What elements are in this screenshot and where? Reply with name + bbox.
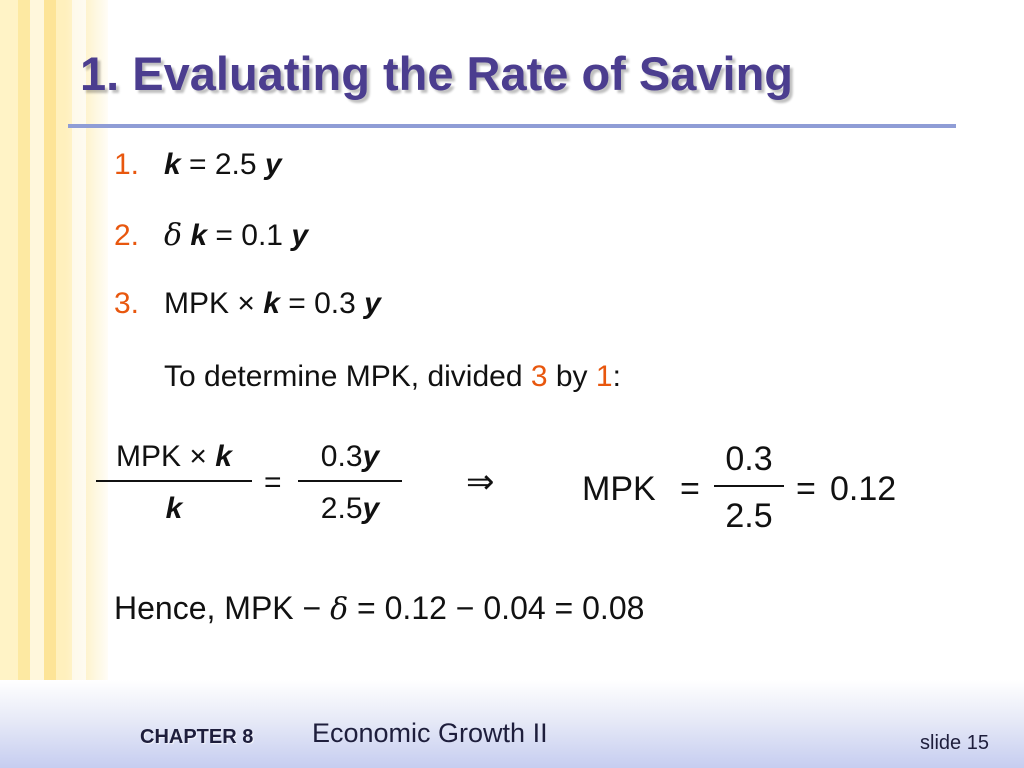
explanation-text: To determine MPK, divided 3 by 1:: [164, 360, 621, 393]
mpk-label: MPK: [582, 470, 656, 508]
var-k: k: [164, 148, 181, 181]
conclusion-text: Hence, MPK − δ = 0.12 − 0.04 = 0.08: [114, 590, 645, 627]
slide-title: 1. Evaluating the Rate of Saving: [80, 47, 793, 100]
var-k: k: [263, 287, 280, 320]
list-item-2: 2. δ k = 0.1 y: [114, 218, 308, 253]
fraction-result: 0.3 2.5: [714, 440, 784, 536]
item-text: = 0.3: [279, 287, 365, 320]
var-y: y: [291, 219, 309, 252]
list-item-1: 1. k = 2.5 y: [114, 148, 282, 182]
var-y: y: [264, 148, 282, 181]
delta-symbol: δ: [330, 592, 349, 627]
stripe-fade: [0, 0, 108, 768]
footer-title: Economic Growth II: [312, 718, 548, 748]
footer-band: [0, 680, 1024, 768]
item-number: 2.: [114, 219, 140, 252]
highlight-3: 3: [530, 360, 548, 393]
equals-sign: =: [796, 470, 816, 508]
fraction-y: 0.3y 2.5y: [298, 440, 402, 526]
item-text: = 2.5: [180, 148, 265, 181]
item-text: = 0.1: [207, 219, 292, 252]
var-k: k: [190, 219, 208, 252]
equals-sign: =: [680, 470, 700, 508]
item-number: 3.: [114, 287, 140, 320]
list-item-3: 3. MPK × k = 0.3 y: [114, 287, 381, 321]
fraction-mpk-k: MPK × k k: [96, 440, 252, 526]
delta-symbol: δ: [164, 218, 183, 253]
slide-number: slide 15: [920, 732, 989, 754]
equals-sign: =: [264, 466, 282, 499]
implies-arrow: ⇒: [466, 463, 495, 501]
result-value: 0.12: [830, 470, 897, 508]
item-number: 1.: [114, 148, 140, 181]
title-divider: [68, 124, 956, 128]
var-y: y: [364, 287, 381, 320]
footer-chapter: CHAPTER 8: [140, 726, 254, 748]
item-prefix: MPK ×: [164, 287, 264, 320]
highlight-1: 1: [595, 360, 613, 393]
